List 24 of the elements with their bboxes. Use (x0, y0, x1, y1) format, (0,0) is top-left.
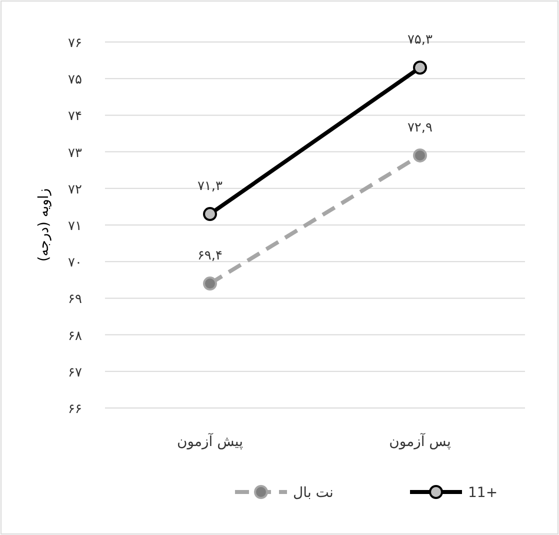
point (203, 207, 217, 222)
y-tick-label: ۶۹ (68, 292, 82, 308)
y-axis-title: زاویه (درجه) (36, 188, 52, 262)
y-tick-label: ۷۵ (68, 72, 82, 88)
y-tick-label: ۶۷ (68, 365, 82, 380)
y-tick-label: ۷۲ (68, 182, 82, 198)
data-label: ۷۱,۳ (197, 179, 223, 194)
legend-label: نت بال (293, 485, 334, 501)
y-tick-label: ۷۴ (68, 109, 82, 124)
y-tick-label: ۷۱ (68, 219, 82, 234)
y-tick-label: ۶۸ (68, 328, 82, 344)
point (413, 60, 427, 75)
y-tick-label: ۷۶ (68, 36, 82, 51)
x-tick-label: پیش آزمون (176, 432, 244, 450)
y-tick-label: ۶۶ (68, 402, 82, 417)
point (413, 148, 427, 162)
legend-label: 11+ (468, 485, 498, 501)
data-label: ۷۵,۳ (407, 32, 433, 48)
data-label: ۶۹,۴ (197, 248, 223, 264)
y-tick-label: ۷۳ (68, 146, 82, 161)
data-label: ۷۲,۹ (407, 120, 433, 136)
point (203, 276, 217, 291)
y-tick-label: ۷۰ (68, 256, 82, 271)
x-tick-label: پس آزمون (389, 432, 452, 450)
